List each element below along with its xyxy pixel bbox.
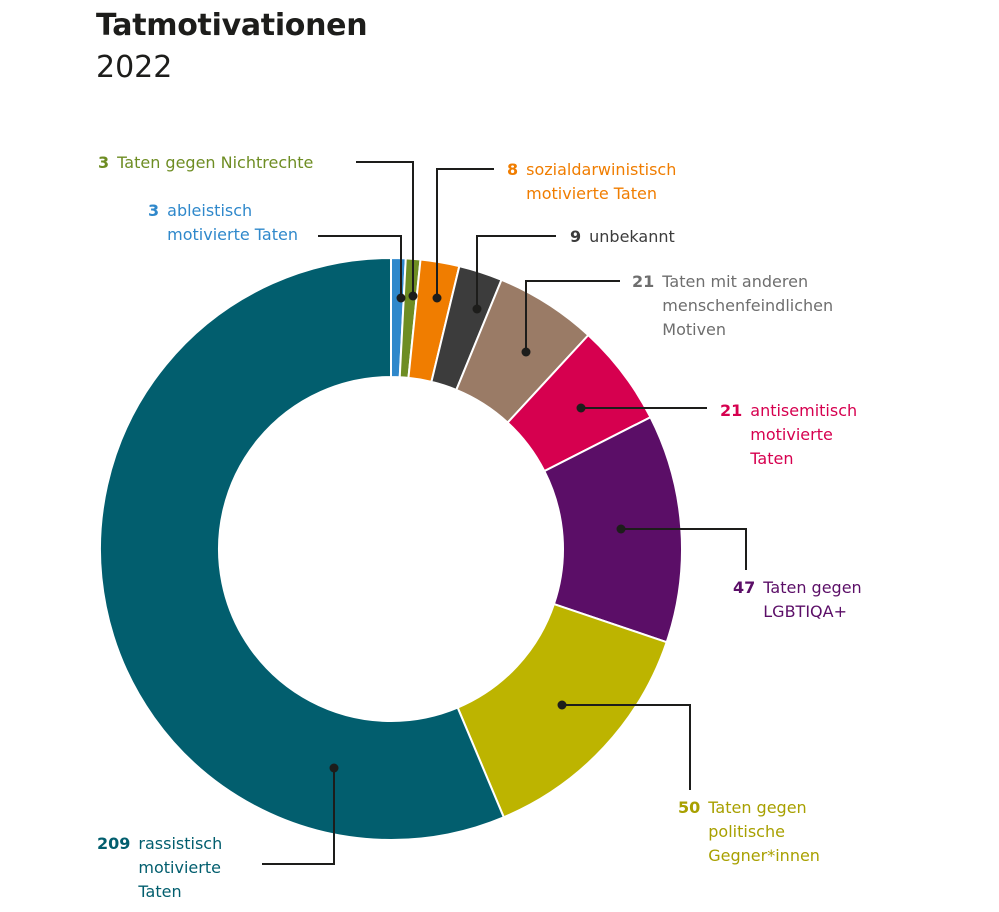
leader-dot-5 [576,403,586,413]
slice-value-2: 8 [507,160,518,179]
leader-dot-0 [396,293,406,303]
leader-dot-6 [616,524,626,534]
leader-dot-8 [329,763,339,773]
leader-line-3 [476,235,556,309]
slice-label-line-3-0: unbekannt [589,227,675,246]
slice-label-line-2-0: sozialdarwinistisch [526,160,676,179]
slice-label-3: 9 unbekannt [570,227,675,246]
leader-dot-4 [521,347,531,357]
slice-label-line-2-1: motivierte Taten [526,184,657,203]
slice-label-line-7-0: Taten gegen [707,798,806,817]
leader-dot-3 [472,304,482,314]
leader-dot-2 [432,293,442,303]
leader-line-0 [318,235,402,298]
slice-value-5: 21 [720,401,742,420]
leader-line-1 [356,161,414,296]
slice-label-line-4-2: Motiven [662,320,726,339]
slice-label-0: 3 ableistisch motivierte Taten [148,201,298,244]
slice-value-8: 209 [97,834,130,853]
slice-label-line-5-1: motivierte [750,425,833,444]
slice-value-7: 50 [678,798,700,817]
slice-label-line-4-1: menschenfeindlichen [662,296,833,315]
slice-label-8: 209 rassistisch motivierte Taten [97,834,222,901]
slice-label-line-6-1: LGBTIQA+ [763,602,847,621]
leader-line-6 [621,528,747,570]
slice-label-5: 21 antisemitisch motivierte Taten [720,401,857,468]
slice-value-1: 3 [98,153,109,172]
leader-dot-7 [557,700,567,710]
slice-value-0: 3 [148,201,159,220]
slice-label-line-5-2: Taten [749,449,793,468]
slice-label-1: 3 Taten gegen Nichtrechte [98,153,313,172]
slice-label-line-0-1: motivierte Taten [167,225,298,244]
slice-value-6: 47 [733,578,755,597]
chart-subtitle: 2022 [96,50,173,85]
slice-label-line-6-0: Taten gegen [762,578,861,597]
slice-label-line-1-0: Taten gegen Nichtrechte [116,153,313,172]
leader-dot-1 [408,291,418,301]
slice-label-line-8-1: motivierte [138,858,221,877]
slice-label-line-5-0: antisemitisch [750,401,857,420]
slice-label-4: 21 Taten mit anderen menschenfeindlichen Mo… [632,272,833,339]
leader-line-2 [436,168,494,298]
slice-value-3: 9 [570,227,581,246]
slice-label-line-7-2: Gegner*innen [708,846,820,865]
donut-slice-8 [99,256,506,841]
slice-label-line-8-2: Taten [137,882,181,901]
slice-label-line-0-0: ableistisch [167,201,252,220]
leader-line-7 [562,704,691,790]
slice-label-line-7-1: politische [708,822,785,841]
slice-label-7: 50 Taten gegen politische Gegner*innen [678,798,820,865]
chart-title: Tatmotivationen [96,8,368,43]
slice-value-4: 21 [632,272,654,291]
slice-label-line-8-0: rassistisch [138,834,222,853]
leader-line-4 [525,280,620,352]
slice-label-2: 8 sozialdarwinistisch motivierte Taten [507,160,676,203]
slice-label-6: 47 Taten gegen LGBTIQA+ [733,578,862,621]
slice-label-line-4-0: Taten mit anderen [661,272,808,291]
leader-line-8 [262,768,335,865]
